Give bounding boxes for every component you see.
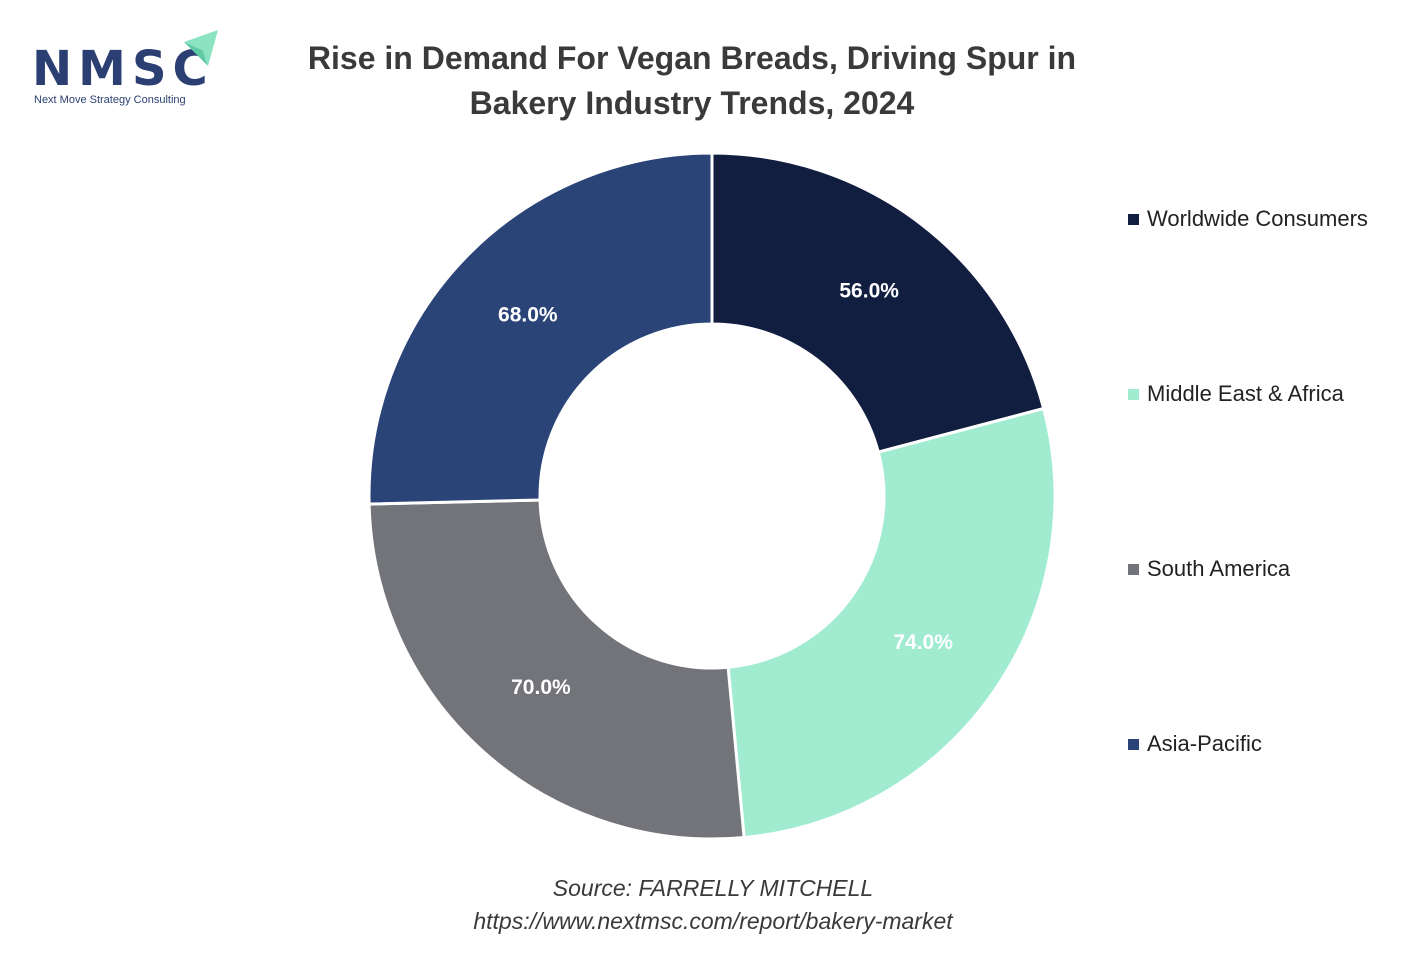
legend-swatch [1128, 738, 1139, 750]
legend-label: Middle East & Africa [1147, 381, 1344, 406]
data-label: 70.0% [511, 676, 571, 699]
slice-asia-pacific [367, 151, 714, 506]
chart-title-line-1: Rise in Demand For Vegan Breads, Driving… [307, 40, 1077, 76]
legend-item-asia-pacific: Asia-Pacific [1128, 731, 1262, 757]
legend-swatch [1128, 213, 1139, 225]
chart-title-line-2: Bakery Industry Trends, 2024 [469, 85, 915, 121]
slice-middle-east-africa [726, 406, 1057, 840]
source-note: Source: FARRELLY MITCHELL https://www.ne… [300, 872, 1126, 938]
chart-title: Rise in Demand For Vegan Breads, Driving… [250, 36, 1134, 126]
data-label: 74.0% [893, 631, 953, 654]
data-label: 56.0% [839, 280, 899, 303]
legend-swatch [1128, 563, 1139, 575]
data-label: 68.0% [498, 304, 558, 327]
legend-item-south-america: South America [1128, 556, 1290, 582]
logo-tagline: Next Move Strategy Consulting [34, 94, 186, 106]
logo-arrow-icon [184, 30, 218, 66]
source-url[interactable]: https://www.nextmsc.com/report/bakery-ma… [473, 908, 953, 934]
legend-swatch [1128, 388, 1139, 400]
legend-label: South America [1147, 556, 1291, 581]
logo: NMSC Next Move Strategy Consulting [32, 28, 232, 114]
slice-south-america [367, 498, 746, 841]
legend-label: Worldwide Consumers [1147, 206, 1368, 231]
legend-item-worldwide-consumers: Worldwide Consumers [1128, 206, 1368, 232]
slice-worldwide-consumers [710, 151, 1046, 454]
source-text: Source: FARRELLY MITCHELL [552, 875, 874, 901]
legend-label: Asia-Pacific [1147, 731, 1262, 756]
legend-item-middle-east-africa: Middle East & Africa [1128, 381, 1344, 407]
logo-wordmark: NMSC [32, 41, 214, 97]
